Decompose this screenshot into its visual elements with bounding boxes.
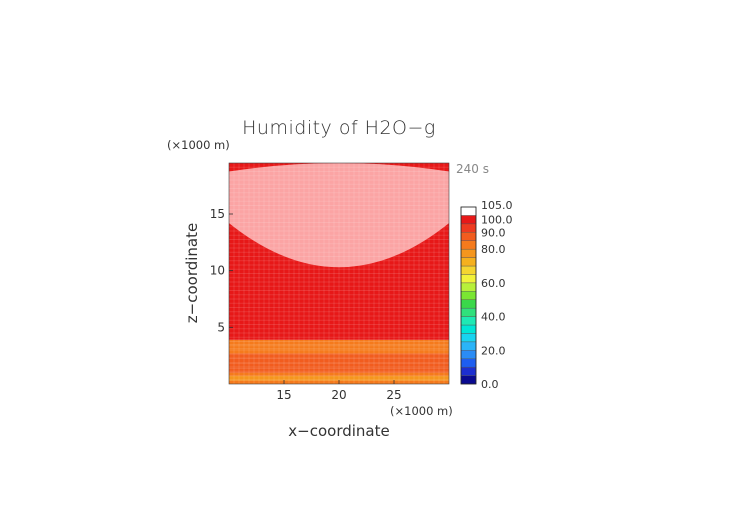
colorbar-swatch xyxy=(460,333,477,343)
colorbar-label: 80.0 xyxy=(481,243,506,256)
colorbar-swatch xyxy=(460,307,477,317)
x-tick-label: 20 xyxy=(331,388,346,402)
field-band xyxy=(229,368,449,373)
colorbar-swatch xyxy=(460,375,477,385)
plot-area xyxy=(228,162,450,385)
colorbar-swatch xyxy=(460,215,477,225)
colorbar-swatch xyxy=(460,223,477,233)
colorbar-swatch xyxy=(460,240,477,250)
field-band xyxy=(229,376,449,381)
colorbar-swatch xyxy=(460,282,477,292)
colorbar-swatch xyxy=(460,358,477,368)
field-band xyxy=(229,357,449,364)
colorbar-label: 105.0 xyxy=(481,199,513,212)
colorbar-label: 0.0 xyxy=(481,378,499,391)
x-tick-label: 15 xyxy=(276,388,291,402)
field-band xyxy=(229,339,449,345)
chart-title: Humidity of H2O−g xyxy=(242,117,436,139)
field-band xyxy=(229,353,449,358)
field-band xyxy=(229,372,449,377)
x-axis-ticks: 15 20 25 xyxy=(276,380,402,402)
x-axis-label: x−coordinate xyxy=(288,422,389,440)
field-band xyxy=(229,344,449,349)
colorbar-swatch xyxy=(460,291,477,300)
colorbar-label: 100.0 xyxy=(481,213,513,226)
colorbar-swatch xyxy=(460,265,477,275)
field-band xyxy=(229,363,449,369)
colorbar-swatch xyxy=(460,350,477,359)
colorbar-label: 40.0 xyxy=(481,311,506,324)
time-label: 240 s xyxy=(456,162,489,176)
colorbar-frame xyxy=(460,206,477,385)
colorbar-swatch xyxy=(460,206,477,216)
y-unit-label: (×1000 m) xyxy=(167,138,230,152)
colorbar-label: 60.0 xyxy=(481,277,506,290)
colorbar-swatch xyxy=(460,257,477,267)
y-tick-label: 15 xyxy=(210,207,225,221)
x-tick-label: 25 xyxy=(386,388,401,402)
colorbar-swatch xyxy=(460,299,477,309)
y-axis-ticks: 5 10 15 xyxy=(210,207,233,334)
colorbar-label: 20.0 xyxy=(481,344,506,357)
y-axis-label: z−coordinate xyxy=(183,223,201,323)
y-tick-label: 10 xyxy=(210,264,225,278)
colorbar-swatch xyxy=(460,232,477,241)
x-unit-label: (×1000 m) xyxy=(390,404,453,418)
y-tick-label: 5 xyxy=(217,320,225,334)
colorbar-swatch xyxy=(460,274,477,284)
colorbar-swatch xyxy=(460,316,477,326)
colorbar-label: 90.0 xyxy=(481,226,506,239)
colorbar-swatch xyxy=(460,366,477,376)
colorbar-swatch xyxy=(460,248,477,258)
saturated-region xyxy=(229,163,449,268)
colorbar-swatch xyxy=(460,324,477,334)
field-band xyxy=(229,348,449,354)
colorbar-swatch xyxy=(460,341,477,351)
